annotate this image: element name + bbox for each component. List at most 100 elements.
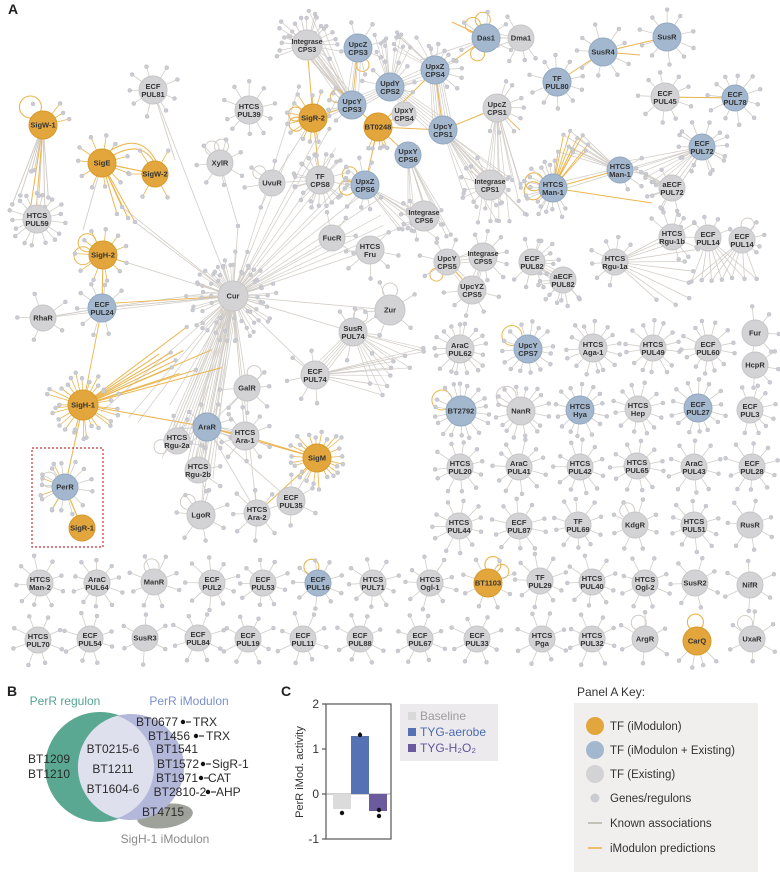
svg-text:HTCS: HTCS — [543, 180, 563, 189]
svg-text:1: 1 — [312, 742, 319, 756]
svg-text:ECF: ECF — [525, 254, 540, 263]
svg-text:UpcY: UpcY — [518, 341, 537, 350]
svg-text:PUL70: PUL70 — [26, 640, 49, 649]
svg-text:SusR: SusR — [657, 33, 677, 42]
svg-text:TF: TF — [535, 573, 545, 582]
svg-text:SigW-1: SigW-1 — [30, 121, 55, 130]
svg-text:BT4715: BT4715 — [142, 805, 184, 819]
svg-text:ECF: ECF — [735, 232, 750, 241]
svg-text:CPS3: CPS3 — [298, 47, 316, 54]
svg-text:HTCS: HTCS — [360, 242, 380, 251]
svg-text:TF: TF — [552, 74, 562, 83]
svg-text:HTCS: HTCS — [583, 340, 603, 349]
svg-text:PUL14: PUL14 — [730, 240, 754, 249]
svg-text:Integrase: Integrase — [467, 251, 498, 258]
svg-text:CPS6: CPS6 — [415, 218, 433, 225]
svg-text:PerR iMod. activity: PerR iMod. activity — [294, 726, 306, 818]
svg-text:CPS1: CPS1 — [481, 187, 499, 194]
svg-text:HTCS: HTCS — [188, 462, 208, 471]
svg-text:Fur: Fur — [749, 329, 761, 338]
svg-text:SigH-2: SigH-2 — [91, 251, 115, 260]
svg-text:TF (iModulon + Existing): TF (iModulon + Existing) — [610, 745, 735, 757]
svg-text:BT1541: BT1541 — [156, 742, 198, 756]
svg-text:PUL53: PUL53 — [251, 583, 274, 592]
svg-text:PUL24: PUL24 — [90, 308, 114, 317]
svg-text:CPS5: CPS5 — [474, 259, 492, 266]
svg-text:ECF: ECF — [308, 367, 323, 376]
svg-text:ECF: ECF — [284, 493, 299, 502]
svg-text:SigR-1: SigR-1 — [212, 757, 249, 771]
svg-text:AraC: AraC — [510, 459, 529, 468]
svg-text:PUL40: PUL40 — [580, 582, 603, 591]
svg-text:SusR4: SusR4 — [591, 48, 615, 57]
svg-text:PUL20: PUL20 — [448, 467, 471, 476]
svg-text:SigR-1: SigR-1 — [70, 524, 94, 533]
svg-text:SigH-1 iModulon: SigH-1 iModulon — [121, 832, 210, 846]
svg-text:PUL49: PUL49 — [641, 348, 664, 357]
svg-text:C: C — [281, 683, 291, 699]
svg-text:Rgu-1a: Rgu-1a — [602, 262, 628, 271]
svg-text:iModulon predictions: iModulon predictions — [610, 843, 716, 855]
svg-text:PUL19: PUL19 — [236, 639, 259, 648]
svg-text:PUL69: PUL69 — [566, 525, 589, 534]
svg-text:ECF: ECF — [205, 575, 220, 584]
svg-text:Rgu-2b: Rgu-2b — [185, 470, 211, 479]
svg-text:BT1211: BT1211 — [92, 762, 133, 776]
svg-text:PUL78: PUL78 — [723, 98, 746, 107]
svg-text:PUL82: PUL82 — [551, 280, 574, 289]
svg-text:ECF: ECF — [191, 630, 206, 639]
svg-text:PUL67: PUL67 — [408, 639, 431, 648]
svg-text:BT2810-2: BT2810-2 — [154, 785, 207, 799]
svg-text:ECF: ECF — [695, 139, 710, 148]
svg-text:PerR iModulon: PerR iModulon — [149, 694, 228, 708]
svg-text:FucR: FucR — [323, 234, 342, 243]
svg-text:PUL81: PUL81 — [141, 90, 164, 99]
svg-text:Ogl-2: Ogl-2 — [635, 583, 654, 592]
svg-text:Ara-2: Ara-2 — [247, 513, 266, 522]
svg-text:PUL72: PUL72 — [660, 188, 683, 197]
svg-text:Known associations: Known associations — [610, 818, 712, 830]
svg-text:CPS6: CPS6 — [355, 185, 375, 194]
svg-text:PUL72: PUL72 — [690, 147, 713, 156]
svg-text:PUL65: PUL65 — [625, 466, 648, 475]
svg-text:Baseline: Baseline — [420, 709, 466, 723]
svg-text:SigE: SigE — [94, 159, 111, 168]
svg-text:CPS7: CPS7 — [518, 349, 538, 358]
svg-text:BT1971: BT1971 — [156, 771, 198, 785]
svg-text:CPS8: CPS8 — [310, 180, 330, 189]
svg-text:BT0677: BT0677 — [136, 715, 178, 729]
svg-text:ECF: ECF — [296, 631, 311, 640]
svg-text:PUL87: PUL87 — [507, 526, 530, 535]
svg-text:HTCS: HTCS — [627, 458, 647, 467]
svg-text:BT1604-6: BT1604-6 — [87, 782, 140, 796]
svg-text:TRX: TRX — [206, 729, 230, 743]
svg-text:PUL82: PUL82 — [520, 262, 543, 271]
svg-text:ECF: ECF — [745, 459, 760, 468]
svg-text:HTCS: HTCS — [628, 401, 648, 410]
svg-text:HTCS: HTCS — [167, 433, 187, 442]
svg-text:Panel A Key:: Panel A Key: — [577, 685, 645, 699]
svg-text:SusR: SusR — [343, 324, 363, 333]
svg-text:PUL71: PUL71 — [361, 583, 384, 592]
svg-text:HTCS: HTCS — [450, 459, 470, 468]
svg-text:UxaR: UxaR — [742, 635, 762, 644]
svg-text:PUL45: PUL45 — [653, 97, 676, 106]
svg-text:HTCS: HTCS — [662, 229, 682, 238]
svg-text:HTCS: HTCS — [449, 518, 469, 527]
svg-text:PerR: PerR — [56, 483, 74, 492]
svg-text:BT0215-6: BT0215-6 — [87, 742, 140, 756]
svg-text:PUL3: PUL3 — [740, 410, 759, 419]
svg-text:TF (Existing): TF (Existing) — [610, 769, 675, 781]
svg-text:PUL59: PUL59 — [25, 219, 48, 228]
svg-text:PUL11: PUL11 — [292, 639, 315, 648]
svg-text:HTCS: HTCS — [610, 162, 630, 171]
svg-text:CPS2: CPS2 — [380, 87, 400, 96]
svg-text:AraC: AraC — [685, 459, 704, 468]
svg-text:Aga-1: Aga-1 — [583, 348, 604, 357]
svg-text:UpcY: UpcY — [437, 254, 456, 263]
svg-text:PUL16: PUL16 — [306, 583, 329, 592]
svg-text:TF: TF — [315, 172, 325, 181]
svg-text:UpcYZ: UpcYZ — [460, 282, 484, 291]
svg-text:HTCS: HTCS — [570, 459, 590, 468]
svg-text:A: A — [8, 1, 18, 17]
